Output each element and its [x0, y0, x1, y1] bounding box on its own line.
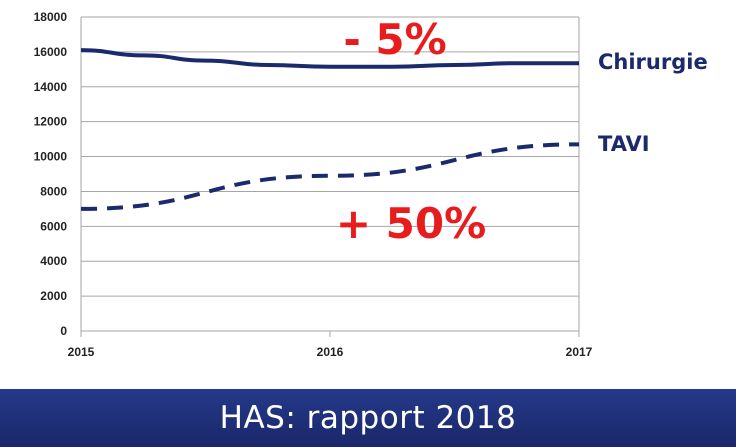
- y-tick-label-14000: 14000: [34, 80, 68, 94]
- series-label-tavi: TAVI: [598, 132, 650, 156]
- annotation-minus-5-percent: - 5%: [343, 15, 446, 64]
- series-line-tavi: [80, 142, 580, 211]
- y-tick-label-16000: 16000: [34, 45, 68, 59]
- y-tick-label-4000: 4000: [40, 254, 67, 268]
- x-tick-label-2015: 2015: [68, 345, 95, 359]
- y-axis-ticks: 0 2000 4000 6000 8000 10000 12000 14000 16000 180…: [34, 10, 68, 338]
- x-axis-ticks: 2015 2016 2017: [68, 331, 593, 359]
- y-tick-label-0: 0: [60, 324, 67, 338]
- y-tick-label-2000: 2000: [40, 289, 67, 303]
- y-tick-label-10000: 10000: [34, 150, 68, 164]
- y-tick-label-8000: 8000: [40, 184, 67, 198]
- series-lines: [80, 48, 580, 211]
- x-tick-label-2016: 2016: [317, 345, 344, 359]
- x-tick-label-2017: 2017: [566, 345, 593, 359]
- series-line-chirurgie: [80, 48, 579, 69]
- line-chart: 0 2000 4000 6000 8000 10000 12000 14000 16000 180…: [34, 10, 708, 359]
- footer-title: HAS: rapport 2018: [219, 400, 517, 436]
- y-tick-label-6000: 6000: [40, 219, 67, 233]
- footer-banner: HAS: rapport 2018: [0, 389, 736, 447]
- annotation-plus-50-percent: + 50%: [336, 199, 486, 248]
- y-tick-label-18000: 18000: [34, 10, 68, 24]
- grid-lines: [80, 16, 580, 332]
- series-label-chirurgie: Chirurgie: [598, 50, 708, 74]
- y-tick-label-12000: 12000: [34, 115, 68, 129]
